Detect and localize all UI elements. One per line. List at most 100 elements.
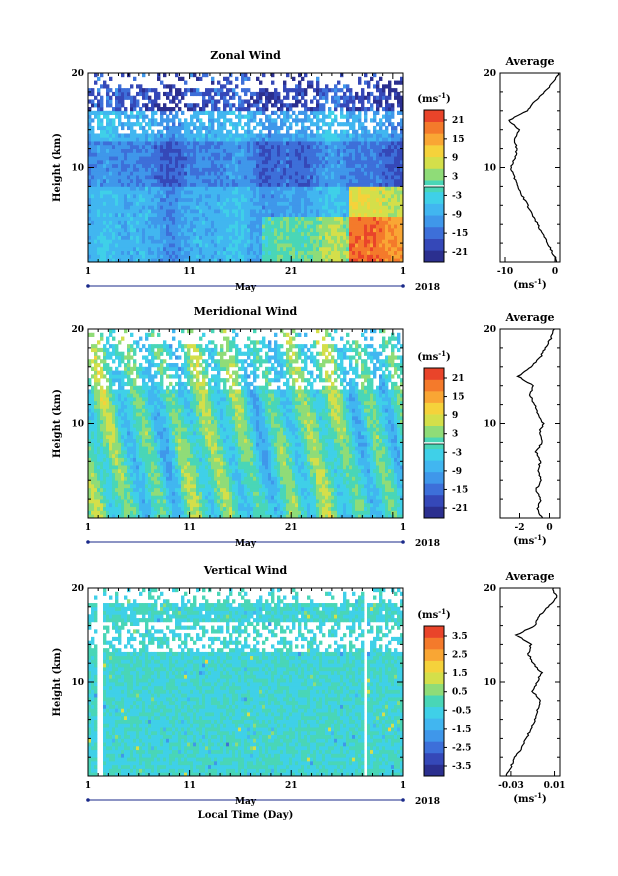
x-tick-label: 21 — [285, 781, 298, 791]
x-tick-label: 11 — [183, 523, 196, 533]
average-profile: Average 20 10 -10 0 (ms-1) — [483, 55, 561, 291]
colorbar-swatch — [424, 483, 444, 496]
colorbar-swatch — [424, 110, 444, 122]
x-tick-label: 1 — [85, 781, 91, 791]
colorbar-swatch — [424, 402, 444, 415]
colorbar-label: 3 — [452, 430, 458, 440]
profile-y-tick-label: 20 — [483, 69, 496, 79]
colorbar-label: -9 — [452, 467, 462, 477]
colorbar-label: -3 — [452, 448, 462, 458]
colorbar-swatch — [424, 706, 444, 719]
profile-y-tick-label: 20 — [483, 584, 496, 594]
colorbar-swatch — [424, 215, 444, 228]
profile-title: Average — [504, 311, 554, 324]
colorbar-swatch — [424, 191, 444, 204]
heatmap-field — [88, 329, 404, 519]
panel-title: Vertical Wind — [203, 564, 288, 577]
profile-line — [516, 328, 555, 519]
profile-title: Average — [504, 570, 554, 583]
colorbar-swatch — [424, 448, 444, 461]
panel-title: Meridional Wind — [194, 305, 298, 318]
average-profile: Average 20 10 -2 0(ms-1) — [483, 311, 561, 547]
y-tick-label: 20 — [71, 69, 84, 79]
x-tick-label: 1 — [400, 267, 406, 277]
colorbar-label: 3 — [452, 173, 458, 183]
colorbar-swatch — [424, 425, 444, 438]
profile-frame — [499, 587, 561, 777]
profile-frame — [499, 72, 561, 263]
colorbar-label: 0.5 — [452, 688, 468, 698]
colorbar-swatch — [424, 683, 444, 696]
colorbar-swatch — [424, 133, 444, 146]
colorbar-swatch — [424, 672, 444, 684]
colorbar-swatch — [424, 414, 444, 426]
colorbar-label: -15 — [452, 485, 468, 495]
colorbar-swatch — [424, 226, 444, 239]
colorbar-swatch — [424, 637, 444, 650]
year-label: 2018 — [415, 539, 440, 549]
profile-x-tick-label: 0 — [552, 267, 558, 277]
profile-line — [508, 72, 560, 263]
profile-line — [505, 587, 558, 777]
colorbar-swatch — [424, 626, 444, 638]
colorbar-label: 1.5 — [452, 669, 468, 679]
year-label: 2018 — [415, 283, 440, 293]
profile-unit: (ms-1) — [513, 533, 546, 547]
colorbar-swatch — [424, 695, 444, 708]
average-profile: Average 20 10 -0.03 0.01(ms-1) — [483, 570, 565, 805]
panel-title: Zonal Wind — [210, 49, 281, 62]
colorbar-swatch — [424, 741, 444, 754]
month-label: May — [235, 797, 257, 807]
profile-y-tick-label: 20 — [483, 325, 496, 335]
y-tick-label: 10 — [71, 420, 84, 430]
colorbar-swatch — [424, 203, 444, 216]
heatmap-field — [88, 73, 404, 263]
colorbar-label: 9 — [452, 154, 458, 164]
colorbar-label: 3.5 — [452, 632, 468, 642]
colorbar-swatch — [424, 752, 444, 765]
colorbar-label: -3 — [452, 191, 462, 201]
colorbar-swatch — [424, 649, 444, 661]
month-label: May — [235, 283, 257, 293]
colorbar-swatch — [424, 494, 444, 507]
profile-y-tick-label: 10 — [483, 164, 496, 174]
profile-x-tick-label: 0.01 — [544, 781, 566, 791]
colorbar-swatch — [424, 145, 444, 158]
x-tick-label: 11 — [183, 267, 196, 277]
colorbar-swatch — [424, 168, 444, 181]
colorbar-label: 21 — [452, 374, 465, 384]
colorbar-label: -0.5 — [452, 706, 471, 716]
colorbar-label: 15 — [452, 135, 465, 145]
profile-frame — [499, 328, 561, 519]
colorbar-swatch — [424, 379, 444, 392]
colorbar-swatch — [424, 764, 444, 777]
colorbar-label: -2.5 — [452, 743, 471, 753]
x-tick-label: 1 — [400, 781, 406, 791]
colorbar-swatch — [424, 506, 444, 519]
colorbar-swatch — [424, 391, 444, 403]
profile-x-tick-label: -0.03 — [498, 781, 524, 791]
x-tick-label: 1 — [400, 523, 406, 533]
y-axis-label: Height (km) — [52, 389, 63, 458]
y-tick-label: 10 — [71, 164, 84, 174]
colorbar-label: -3.5 — [452, 762, 471, 772]
x-tick-label: 11 — [183, 781, 196, 791]
colorbar-swatch — [424, 729, 444, 742]
profile-y-tick-label: 10 — [483, 678, 496, 688]
colorbar-swatch — [424, 238, 444, 251]
y-tick-label: 20 — [71, 584, 84, 594]
colorbar: (ms-1) 3.5 2.5 1.5 0.5 -0.5 -1.5 -2.5 -3.5 — [417, 607, 471, 777]
x-tick-label: 1 — [85, 523, 91, 533]
colorbar-swatch — [424, 121, 444, 134]
colorbar-unit: (ms-1) — [417, 349, 450, 363]
profile-x-tick-label: 0 — [546, 523, 552, 533]
colorbar-label: -1.5 — [452, 725, 471, 735]
colorbar-frame — [423, 625, 445, 777]
colorbar-label: -15 — [452, 229, 468, 239]
colorbar-swatch — [424, 660, 444, 673]
colorbar-label: 2.5 — [452, 651, 468, 661]
heatmap-field — [88, 588, 404, 777]
